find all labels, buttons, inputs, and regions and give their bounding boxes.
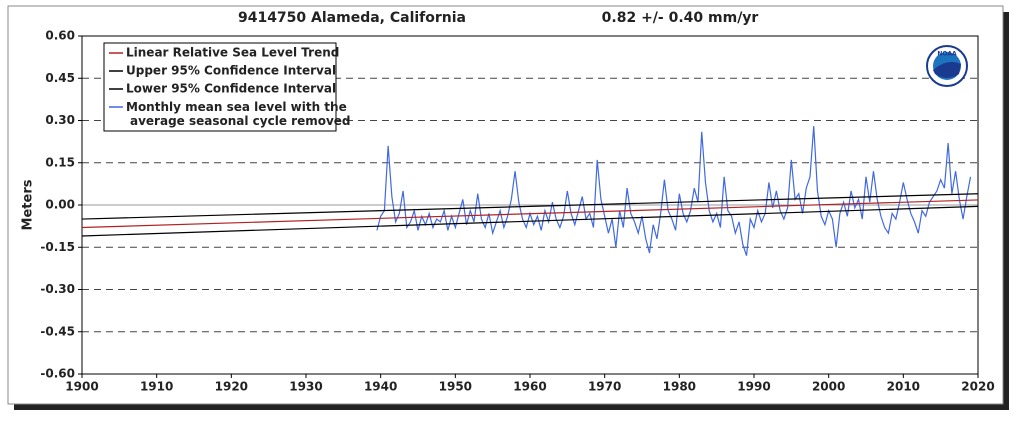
logo-wave — [933, 62, 961, 78]
x-tick-label: 1970 — [588, 380, 621, 394]
x-tick-label: 2020 — [961, 380, 994, 394]
legend-label: Lower 95% Confidence Interval — [126, 82, 336, 96]
y-tick-label: -0.15 — [40, 240, 75, 254]
x-tick-label: 2000 — [812, 380, 845, 394]
y-tick-label: 0.15 — [45, 155, 75, 169]
legend-label: Linear Relative Sea Level Trend — [126, 46, 339, 60]
x-tick-label: 1950 — [439, 380, 472, 394]
chart-subtitle: 0.82 +/- 0.40 mm/yr — [602, 10, 759, 26]
y-axis-label: Meters — [21, 179, 36, 230]
chart-title: 9414750 Alameda, California — [238, 10, 466, 26]
x-tick-label: 1980 — [663, 380, 696, 394]
y-tick-label: 0.00 — [45, 198, 75, 212]
x-tick-label: 1990 — [737, 380, 770, 394]
legend-label: Monthly mean sea level with the average s… — [126, 100, 351, 128]
x-tick-label: 1960 — [513, 380, 546, 394]
logo-text: NOAA — [937, 51, 957, 58]
y-tick-label: 0.30 — [45, 113, 75, 127]
x-tick-label: 2010 — [887, 380, 920, 394]
x-tick-label: 1900 — [65, 380, 98, 394]
x-tick-label: 1910 — [140, 380, 173, 394]
y-tick-label: -0.30 — [40, 282, 75, 296]
y-tick-label: 0.60 — [45, 29, 75, 43]
legend-label: Upper 95% Confidence Interval — [126, 64, 336, 78]
series-line — [81, 199, 979, 229]
series-line — [81, 193, 979, 220]
plot-border — [81, 35, 979, 375]
y-tick-label: -0.45 — [40, 324, 75, 338]
y-tick-label: -0.60 — [40, 367, 75, 381]
legend-box — [103, 42, 337, 132]
x-tick-label: 1920 — [215, 380, 248, 394]
series-line — [81, 205, 979, 237]
x-tick-label: 1930 — [289, 380, 322, 394]
y-tick-label: 0.45 — [45, 71, 75, 85]
x-tick-label: 1940 — [364, 380, 397, 394]
